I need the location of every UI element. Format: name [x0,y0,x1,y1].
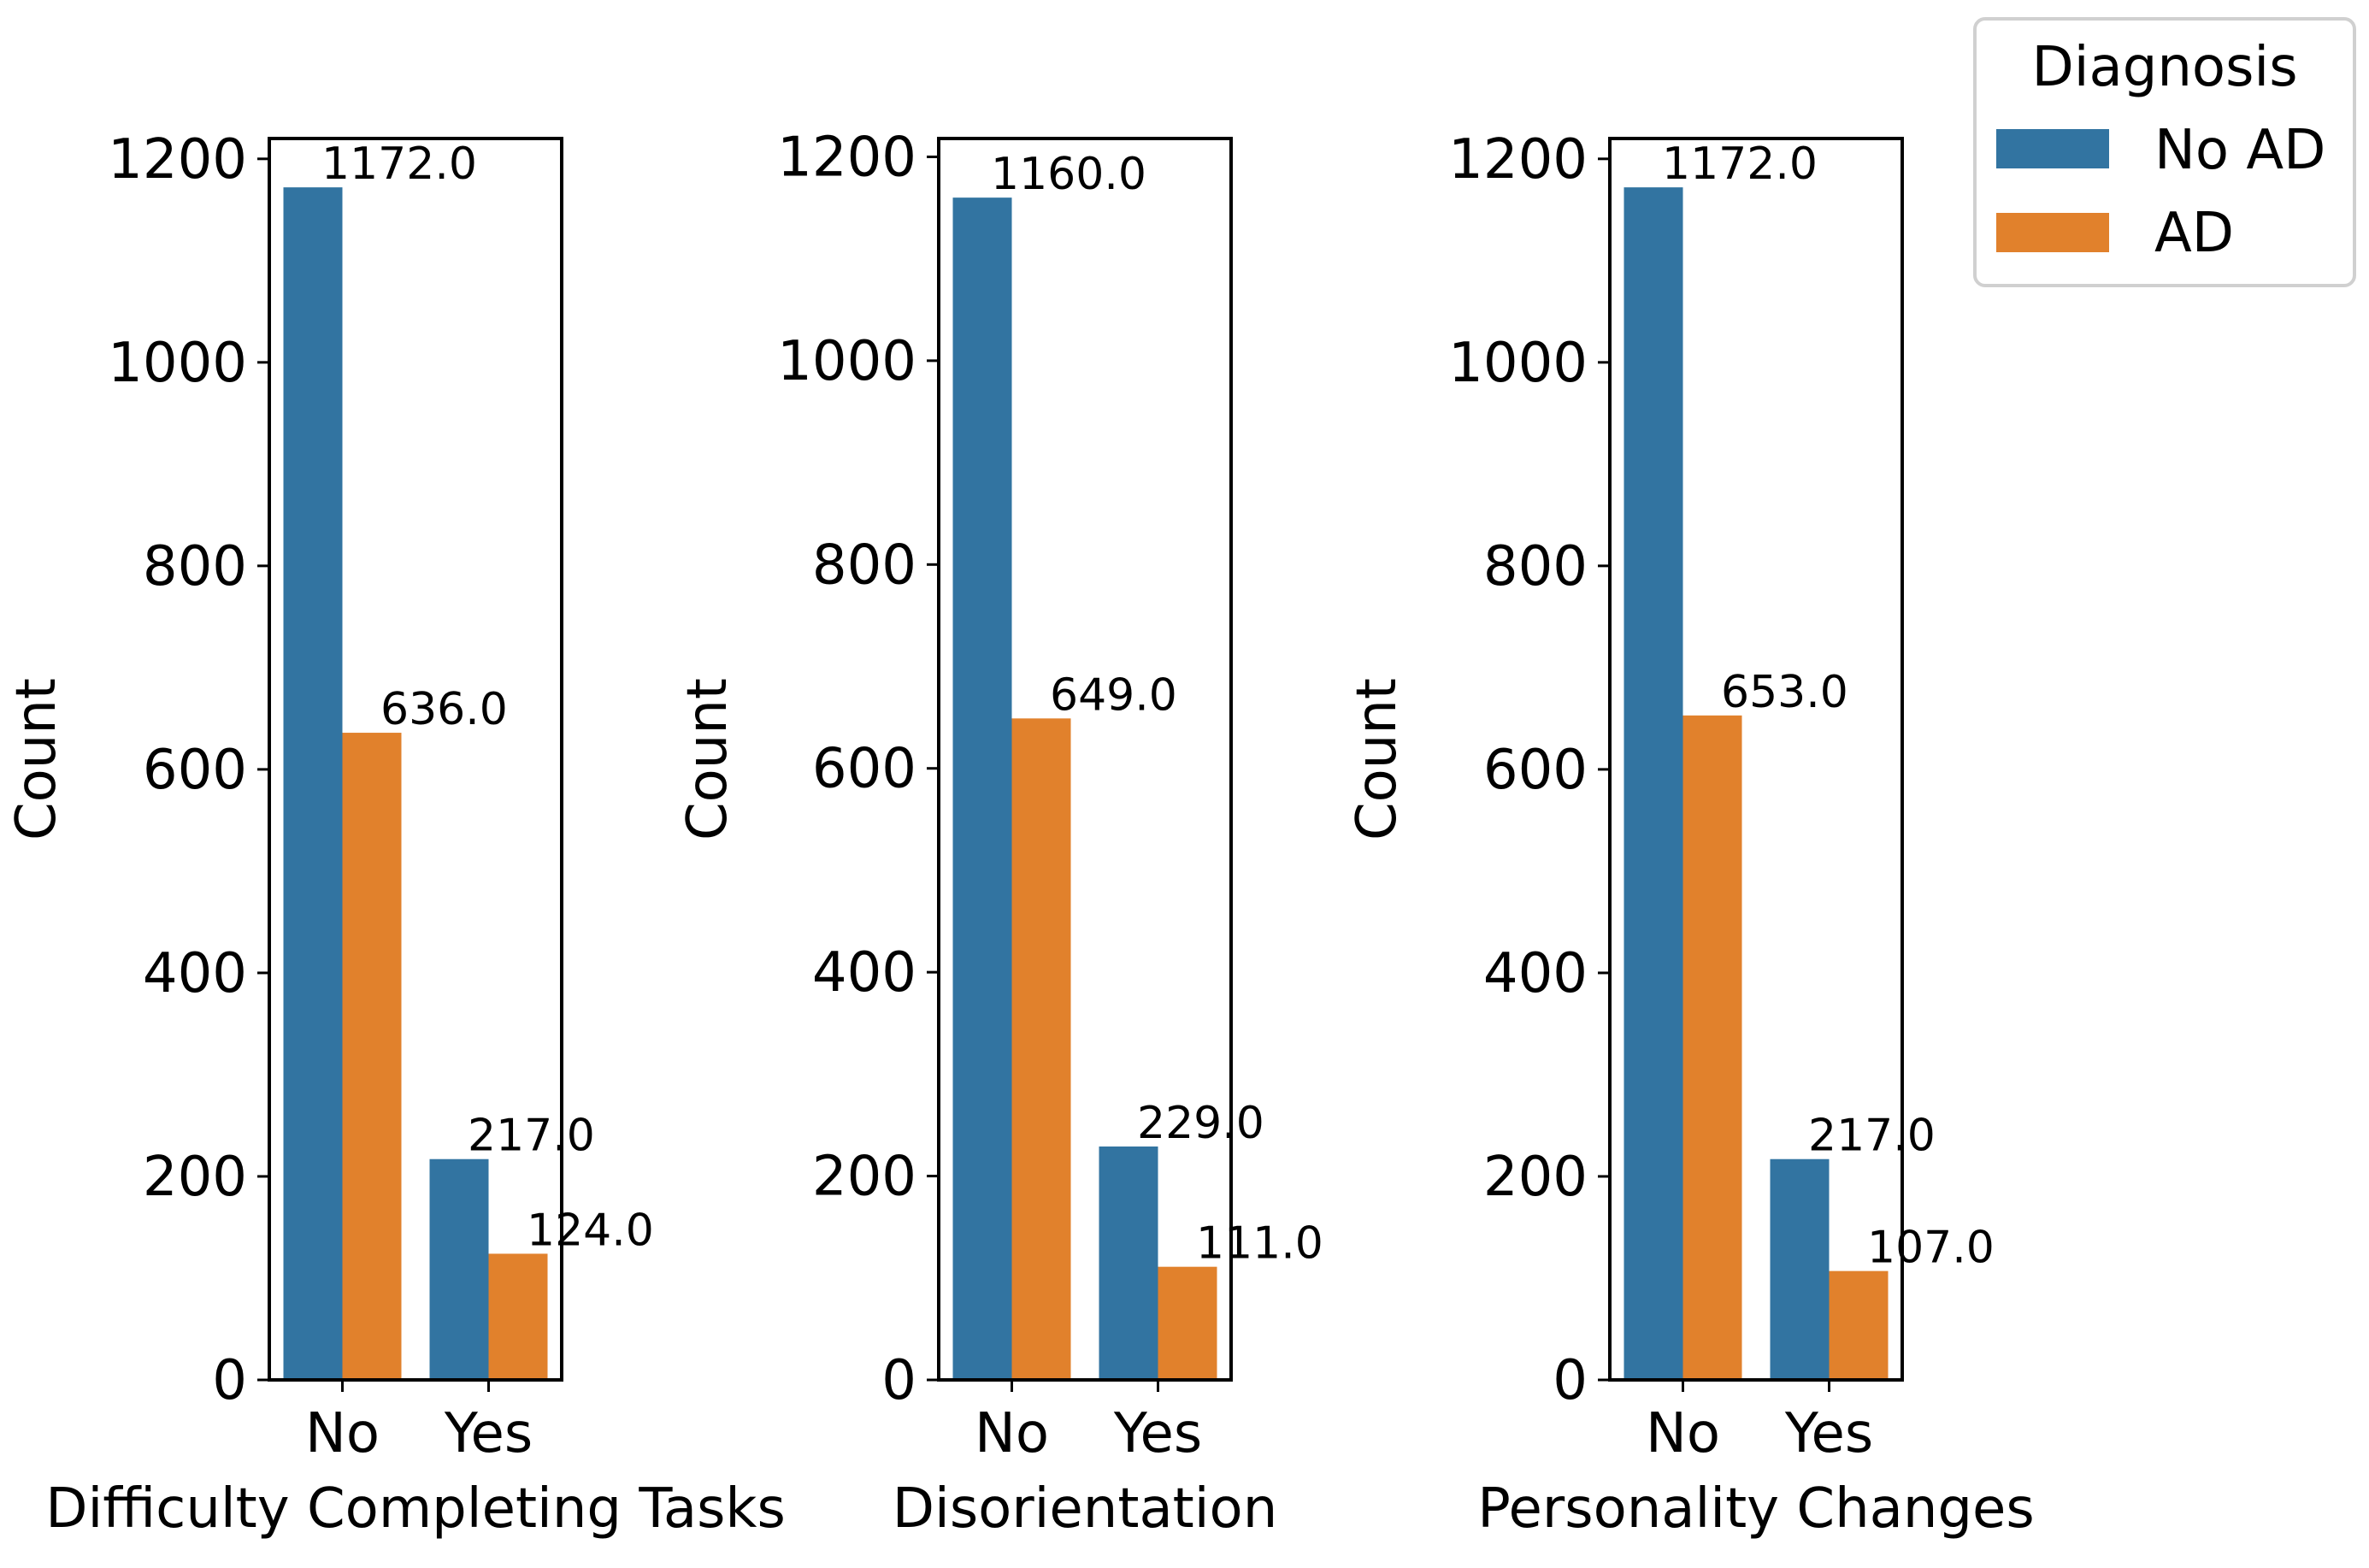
y-tick-label-400: 400 [1483,942,1588,1005]
bar-no-ad-no [1624,187,1683,1380]
data-label-ad-yes: 107.0 [1867,1223,1995,1274]
y-tick-label-600: 600 [143,739,247,802]
bar-ad-yes [1158,1266,1217,1380]
data-label-no-ad-no: 1172.0 [321,139,477,190]
y-axis-label: Count [676,678,740,840]
data-label-no-ad-yes: 229.0 [1137,1098,1264,1149]
x-tick-label-no: No [305,1402,380,1465]
axes-frame [937,137,1233,1382]
data-label-ad-yes: 124.0 [527,1205,654,1256]
legend-label-no-ad: No AD [2154,119,2325,182]
x-tick-label-no: No [1646,1402,1720,1465]
y-tick-label-600: 600 [1483,739,1588,802]
axes-frame [1608,137,1904,1382]
y-tick-label-1200: 1200 [108,128,247,192]
data-label-ad-yes: 111.0 [1196,1218,1323,1270]
legend-swatch-ad [1996,213,2109,252]
y-tick-label-600: 600 [812,738,916,801]
axes-frame [268,137,563,1382]
y-tick-label-0: 0 [1553,1349,1588,1412]
bar-ad-no [1011,718,1071,1380]
chart-panel-2: 0 200 400 600 800 1000 1200 1160.0 649.0 No 229.0 1… [676,126,1323,1541]
data-label-ad-no: 653.0 [1721,667,1848,718]
y-tick-label-400: 400 [812,941,916,1005]
y-tick-label-200: 200 [1483,1146,1588,1209]
chart-panel-1: 0 200 400 600 800 1000 1200 1172.0 636.0 No 217.0 1… [5,128,786,1541]
bar-no-ad-no [952,197,1012,1381]
legend-swatch-no-ad [1996,129,2109,168]
y-tick-label-200: 200 [143,1146,247,1209]
chart-panel-3: 0 200 400 600 800 1000 1200 1172.0 653.0 No 217.0 1… [1346,128,2035,1541]
data-label-no-ad-no: 1160.0 [991,149,1146,200]
x-tick-label-no: No [975,1402,1049,1465]
bar-ad-no [342,733,402,1380]
y-axis-label: Count [1346,678,1409,840]
legend-label-ad: AD [2154,202,2234,265]
y-tick-label-800: 800 [812,533,916,597]
bar-no-ad-yes [1099,1147,1158,1380]
x-tick-label-yes: Yes [1784,1402,1873,1465]
y-tick-label-0: 0 [881,1349,916,1412]
y-tick-label-1000: 1000 [777,330,916,393]
data-label-no-ad-yes: 217.0 [1808,1111,1936,1162]
data-label-no-ad-yes: 217.0 [468,1111,595,1162]
legend-title: Diagnosis [2031,36,2297,99]
y-tick-label-0: 0 [212,1349,247,1412]
y-tick-label-1200: 1200 [777,126,916,189]
bar-ad-yes [488,1253,548,1380]
bar-ad-yes [1829,1270,1889,1380]
data-label-ad-no: 636.0 [380,684,508,735]
x-tick-label-yes: Yes [1113,1402,1202,1465]
y-tick-label-800: 800 [143,535,247,598]
y-tick-label-1200: 1200 [1448,128,1588,192]
y-axis-label: Count [5,678,68,840]
x-tick-label-yes: Yes [444,1402,533,1465]
bar-ad-no [1682,715,1742,1380]
bar-no-ad-no [283,187,343,1380]
y-tick-label-800: 800 [1483,535,1588,598]
data-label-ad-no: 649.0 [1050,669,1177,721]
data-label-no-ad-no: 1172.0 [1662,139,1818,190]
y-tick-label-400: 400 [143,942,247,1005]
chart-panels: 0 200 400 600 800 1000 1200 1172.0 636.0 No 217.0 1… [5,126,2035,1541]
y-tick-label-1000: 1000 [1448,332,1588,395]
bar-no-ad-yes [429,1158,489,1380]
x-axis-label: Personality Changes [1477,1477,2035,1541]
y-tick-label-1000: 1000 [108,332,247,395]
legend: Diagnosis No AD AD [1973,17,2356,287]
x-axis-label: Disorientation [893,1477,1278,1541]
x-axis-label: Difficulty Completing Tasks [45,1477,786,1541]
y-tick-label-200: 200 [812,1146,916,1209]
bar-no-ad-yes [1770,1158,1830,1380]
